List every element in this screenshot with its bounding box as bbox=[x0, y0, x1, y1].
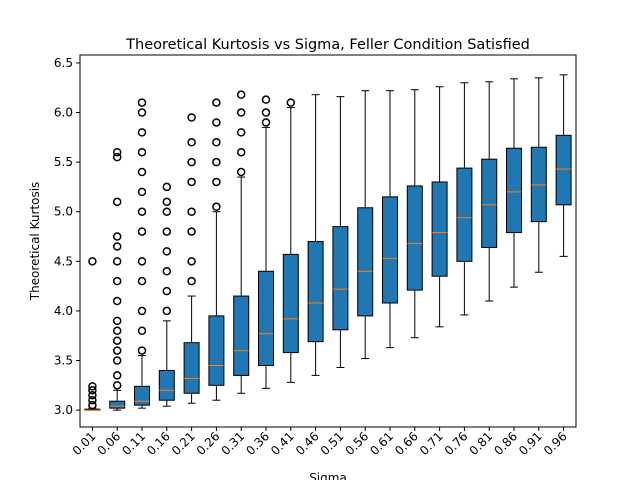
outlier bbox=[137, 306, 147, 316]
box bbox=[555, 134, 572, 206]
outlier bbox=[112, 147, 122, 157]
outlier bbox=[137, 147, 147, 157]
outlier bbox=[212, 138, 221, 147]
outlier bbox=[112, 381, 122, 390]
outlier bbox=[187, 157, 196, 167]
outlier bbox=[137, 128, 147, 137]
outlier bbox=[187, 113, 196, 122]
outlier bbox=[137, 346, 147, 355]
box bbox=[134, 385, 150, 406]
outlier bbox=[112, 371, 122, 380]
plot-frame bbox=[79, 54, 577, 428]
y-axis-label: Theoretical Kurtosis bbox=[28, 182, 42, 302]
outlier bbox=[212, 118, 221, 127]
y-tick-label: 4.0 bbox=[54, 304, 73, 318]
chart-title: Theoretical Kurtosis vs Sigma, Feller Co… bbox=[125, 37, 530, 53]
outlier bbox=[162, 182, 172, 192]
outlier bbox=[212, 98, 221, 107]
outlier bbox=[162, 207, 172, 216]
outlier bbox=[212, 202, 221, 212]
box bbox=[382, 196, 398, 304]
box bbox=[431, 181, 448, 277]
box bbox=[258, 270, 274, 366]
outlier bbox=[112, 232, 122, 241]
outlier bbox=[112, 257, 122, 266]
outlier bbox=[88, 386, 97, 395]
outlier bbox=[162, 247, 172, 256]
outlier bbox=[212, 157, 221, 167]
outlier bbox=[162, 227, 172, 236]
outlier bbox=[137, 326, 147, 336]
outlier bbox=[137, 227, 147, 236]
y-tick-label: 6.0 bbox=[54, 106, 73, 120]
outlier bbox=[137, 276, 147, 286]
y-tick-label: 5.5 bbox=[54, 155, 73, 169]
outlier bbox=[212, 177, 221, 187]
box bbox=[233, 295, 250, 376]
outlier bbox=[137, 98, 147, 107]
box bbox=[481, 158, 498, 248]
box bbox=[506, 147, 522, 234]
outlier bbox=[137, 257, 147, 266]
outlier bbox=[187, 207, 196, 216]
outlier bbox=[88, 382, 97, 391]
outlier bbox=[137, 108, 147, 117]
outlier bbox=[112, 197, 122, 207]
outlier bbox=[112, 242, 122, 251]
box bbox=[332, 226, 349, 331]
outlier bbox=[236, 128, 246, 137]
box bbox=[183, 342, 200, 394]
outlier bbox=[112, 356, 122, 365]
outlier bbox=[88, 257, 97, 266]
outlier bbox=[286, 98, 296, 107]
outlier bbox=[187, 177, 196, 187]
outlier bbox=[88, 391, 97, 400]
y-tick-label: 5.0 bbox=[54, 205, 73, 219]
outlier bbox=[236, 147, 246, 157]
x-axis-label: Sigma bbox=[309, 471, 347, 480]
outlier bbox=[112, 326, 122, 336]
outlier bbox=[261, 95, 271, 104]
outlier bbox=[236, 90, 246, 99]
outlier bbox=[112, 296, 122, 306]
outlier bbox=[236, 167, 246, 177]
box bbox=[406, 185, 423, 291]
outlier bbox=[236, 108, 246, 117]
outlier bbox=[112, 346, 122, 355]
outlier bbox=[162, 306, 172, 316]
outlier bbox=[187, 227, 196, 236]
outlier bbox=[162, 286, 172, 296]
box bbox=[158, 369, 175, 401]
y-tick-label: 4.5 bbox=[54, 254, 73, 268]
outlier bbox=[187, 276, 196, 286]
outlier bbox=[112, 152, 122, 162]
outlier bbox=[162, 197, 172, 207]
outlier bbox=[187, 257, 196, 266]
outlier bbox=[261, 108, 271, 117]
y-tick-label: 3.0 bbox=[54, 403, 73, 417]
y-tick-label: 3.5 bbox=[54, 354, 73, 368]
outlier bbox=[112, 336, 122, 345]
box bbox=[307, 240, 324, 343]
outlier bbox=[137, 207, 147, 216]
outlier bbox=[261, 118, 271, 127]
box bbox=[456, 167, 473, 262]
box bbox=[357, 207, 374, 317]
box bbox=[208, 315, 225, 386]
outlier bbox=[88, 395, 97, 405]
y-tick-label: 6.5 bbox=[54, 56, 73, 70]
outlier bbox=[112, 316, 122, 326]
outlier bbox=[137, 187, 147, 197]
outlier bbox=[137, 167, 147, 177]
box bbox=[109, 400, 126, 409]
outlier bbox=[112, 276, 122, 286]
outlier bbox=[187, 138, 196, 147]
outlier bbox=[162, 267, 172, 276]
outlier bbox=[88, 400, 97, 410]
box bbox=[282, 253, 299, 354]
